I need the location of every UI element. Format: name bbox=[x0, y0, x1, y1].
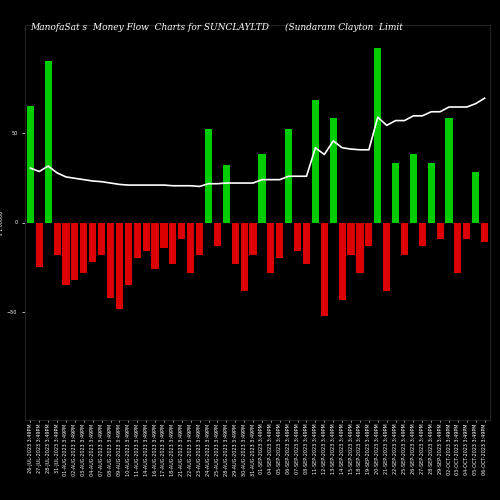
Bar bbox=[294, 222, 301, 251]
Bar bbox=[170, 222, 176, 264]
Bar bbox=[250, 222, 256, 255]
Bar bbox=[428, 163, 435, 222]
Bar bbox=[125, 222, 132, 286]
Bar bbox=[481, 222, 488, 242]
Bar bbox=[268, 222, 274, 273]
Bar bbox=[338, 222, 345, 300]
Bar bbox=[320, 222, 328, 316]
Bar bbox=[54, 222, 60, 255]
Bar bbox=[178, 222, 186, 238]
Bar bbox=[276, 222, 283, 258]
Bar bbox=[446, 118, 452, 222]
Bar bbox=[36, 222, 43, 268]
Bar bbox=[330, 118, 337, 222]
Bar bbox=[285, 129, 292, 222]
Bar bbox=[152, 222, 158, 269]
Bar bbox=[107, 222, 114, 298]
Bar bbox=[223, 165, 230, 222]
Bar bbox=[240, 222, 248, 290]
Bar bbox=[72, 222, 78, 280]
Bar bbox=[196, 222, 203, 255]
Bar bbox=[303, 222, 310, 264]
Bar bbox=[436, 222, 444, 238]
Bar bbox=[410, 154, 417, 222]
Bar bbox=[392, 163, 399, 222]
Bar bbox=[258, 154, 266, 222]
Bar bbox=[89, 222, 96, 262]
Bar bbox=[98, 222, 105, 255]
Bar bbox=[205, 129, 212, 222]
Bar bbox=[401, 222, 408, 255]
Bar bbox=[116, 222, 123, 308]
Bar bbox=[348, 222, 354, 255]
Text: (Sundaram Clayton  Limit: (Sundaram Clayton Limit bbox=[285, 22, 403, 32]
Text: ManofaSat s  Money Flow  Charts for SUNCLAYLTD: ManofaSat s Money Flow Charts for SUNCLA… bbox=[30, 22, 269, 32]
Bar bbox=[80, 222, 88, 273]
Bar bbox=[374, 48, 382, 222]
Bar bbox=[27, 106, 34, 222]
Bar bbox=[44, 61, 52, 222]
Bar bbox=[454, 222, 462, 273]
Bar bbox=[232, 222, 239, 264]
Bar bbox=[187, 222, 194, 273]
Bar bbox=[418, 222, 426, 246]
Bar bbox=[62, 222, 70, 286]
Bar bbox=[472, 172, 480, 222]
Bar bbox=[356, 222, 364, 273]
Bar bbox=[214, 222, 221, 246]
Bar bbox=[134, 222, 141, 258]
Bar bbox=[142, 222, 150, 251]
Bar bbox=[312, 100, 319, 222]
Bar bbox=[464, 222, 470, 238]
Bar bbox=[160, 222, 168, 248]
Y-axis label: s 1.00000: s 1.00000 bbox=[0, 210, 4, 234]
Bar bbox=[383, 222, 390, 290]
Bar bbox=[366, 222, 372, 246]
